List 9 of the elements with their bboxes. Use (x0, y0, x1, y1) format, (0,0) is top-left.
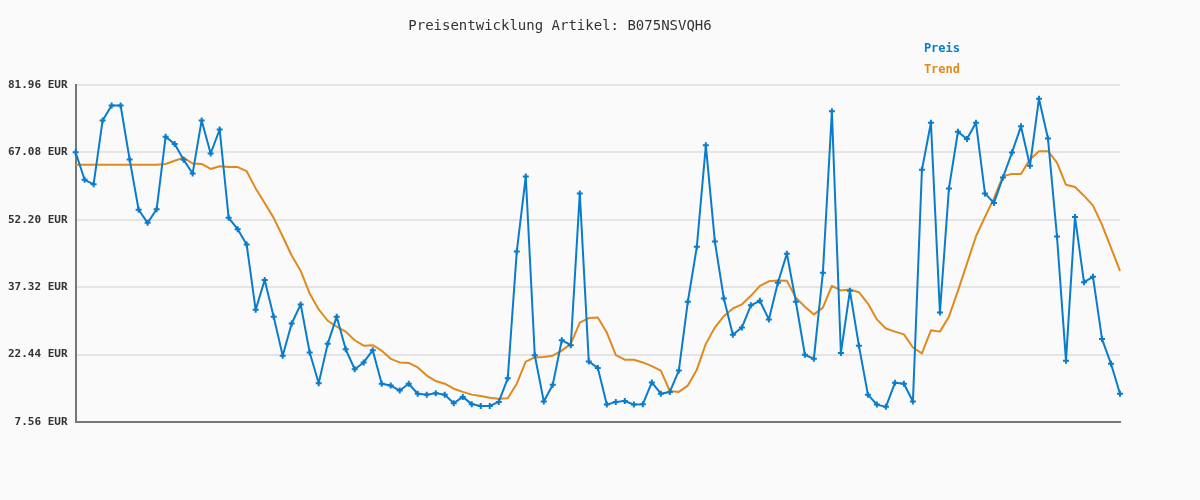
y-tick-label: 37.32 EUR (7, 279, 68, 293)
y-tick-label: 7.56 EUR (14, 414, 68, 428)
y-tick-label: 67.08 EUR (7, 145, 68, 159)
text: Trend (923, 61, 960, 78)
y-tick-label: 52.20 EUR (7, 212, 68, 226)
y-tick-label: 22.44 EUR (7, 347, 68, 361)
chart-title: Preisentwicklung Artikel: B075NSVQH6 (408, 17, 712, 34)
y-tick-label: 81.96 EUR (7, 77, 68, 91)
text: Preis (923, 40, 960, 57)
